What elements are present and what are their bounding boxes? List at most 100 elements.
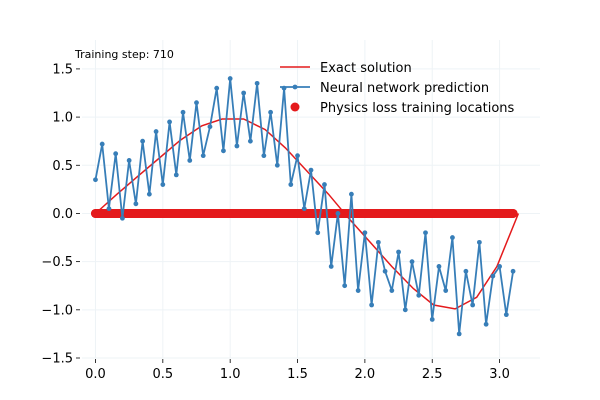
nn-prediction-point (375, 239, 381, 245)
nn-prediction-point (463, 268, 469, 274)
nn-prediction-point (436, 264, 442, 269)
nn-prediction-point (288, 182, 294, 187)
nn-prediction-point (389, 288, 395, 293)
nn-prediction-point (274, 162, 280, 168)
physics-location-point (185, 208, 195, 218)
nn-prediction-point (173, 172, 179, 178)
physics-location-point (387, 208, 397, 218)
nn-prediction-point (322, 182, 327, 187)
nn-prediction-point (396, 249, 401, 255)
nn-prediction-point (301, 206, 307, 212)
y-tick-label: 0.0 (52, 207, 73, 222)
nn-prediction-point (187, 158, 193, 163)
nn-prediction-point (194, 100, 199, 106)
y-tick-label: 0.5 (52, 159, 73, 174)
nn-prediction-point (214, 85, 220, 91)
legend-label: Physics loss training locations (320, 101, 515, 116)
physics-location-point (198, 208, 208, 218)
nn-prediction-point (443, 288, 449, 293)
nn-prediction-point (261, 153, 267, 159)
nn-prediction-point (328, 264, 334, 269)
nn-prediction-point (126, 158, 132, 163)
physics-location-point (252, 208, 262, 218)
x-tick-label: 2.0 (355, 367, 376, 382)
x-tick-label: 2.5 (422, 367, 443, 382)
physics-location-point (414, 208, 424, 218)
physics-location-point (441, 208, 451, 218)
training-step-label: Training step: 710 (74, 48, 174, 61)
physics-location-point (427, 208, 437, 218)
nn-prediction-point (315, 230, 321, 236)
nn-prediction-point (241, 90, 247, 96)
legend-label: Neural network prediction (320, 81, 489, 96)
physics-location-point (171, 208, 181, 218)
nn-prediction-point (342, 283, 348, 289)
nn-prediction-point (180, 109, 186, 115)
nn-prediction-point (247, 138, 253, 144)
nn-prediction-point (503, 312, 509, 318)
nn-prediction-point (133, 201, 139, 207)
nn-prediction-point (456, 331, 462, 337)
physics-location-point (400, 208, 410, 218)
physics-location-point (454, 208, 464, 218)
nn-prediction-point (483, 321, 489, 327)
nn-prediction-point (362, 230, 368, 236)
physics-location-point (158, 208, 168, 218)
nn-prediction-point (106, 206, 112, 212)
nn-prediction-point (221, 148, 226, 154)
series-layer (90, 76, 520, 337)
legend-nn-marker (292, 84, 298, 90)
nn-prediction-point (335, 211, 341, 216)
nn-prediction-point (369, 302, 375, 308)
physics-location-point (360, 208, 370, 218)
y-tick-label: 1.0 (52, 111, 73, 126)
nn-prediction-point (153, 129, 159, 134)
nn-prediction-point (268, 109, 273, 115)
nn-prediction-point (355, 288, 361, 293)
x-tick-label: 1.0 (220, 367, 241, 382)
nn-prediction-point (423, 230, 428, 236)
nn-prediction-point (490, 273, 496, 279)
nn-prediction-point (113, 151, 119, 157)
nn-prediction-point (200, 153, 206, 159)
legend-physics-marker (290, 102, 300, 112)
nn-prediction-point (349, 191, 354, 197)
physics-location-point (508, 208, 518, 218)
x-tick-label: 0.0 (85, 367, 106, 382)
nn-prediction-point (167, 119, 172, 125)
nn-prediction-point (227, 76, 233, 81)
physics-location-point (104, 208, 114, 218)
nn-prediction-point (254, 80, 260, 86)
y-tick-label: −1.5 (41, 352, 73, 367)
nn-prediction-point (382, 268, 388, 274)
x-tick-label: 0.5 (152, 367, 173, 382)
physics-location-point (225, 208, 235, 218)
physics-location-point (266, 208, 276, 218)
nn-prediction-point (99, 141, 105, 147)
legend: Exact solution Neural network prediction P… (280, 61, 515, 116)
nn-prediction-point (234, 143, 240, 149)
physics-location-point (306, 208, 316, 218)
y-axis-ticks: −1.5 −1.0 −0.5 0.0 0.5 1.0 1.5 (41, 62, 80, 367)
physics-location-point (481, 208, 491, 218)
nn-prediction-point (510, 268, 516, 274)
physics-location-point (212, 208, 222, 218)
legend-label: Exact solution (320, 61, 412, 76)
x-axis-ticks: 0.0 0.5 1.0 1.5 2.0 2.5 3.0 (85, 359, 510, 382)
nn-prediction-point (140, 138, 146, 144)
nn-prediction-point (416, 292, 422, 298)
physics-location-point (144, 208, 154, 218)
nn-prediction-point (497, 264, 502, 269)
x-tick-label: 3.0 (489, 367, 510, 382)
nn-prediction-point (146, 191, 152, 197)
nn-prediction-point (207, 124, 213, 130)
nn-prediction-point (120, 215, 125, 221)
physics-location-point (239, 208, 249, 218)
physics-location-point (495, 208, 505, 218)
physics-location-point (373, 208, 383, 218)
physics-location-point (293, 208, 303, 218)
physics-location-point (468, 208, 478, 218)
y-tick-label: 1.5 (52, 62, 73, 77)
nn-prediction-point (470, 302, 476, 308)
